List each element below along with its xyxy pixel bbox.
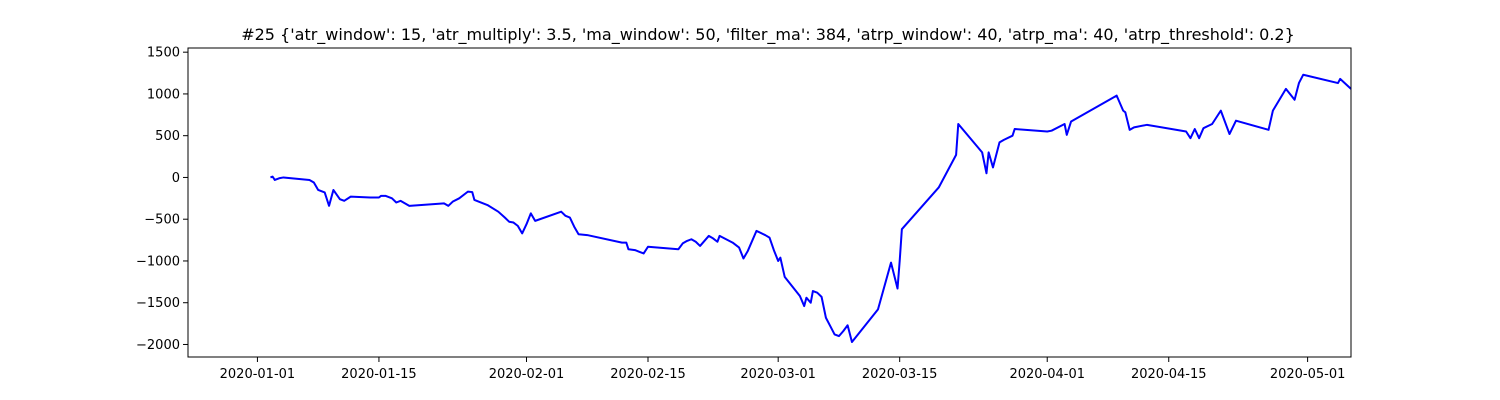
x-tick-label: 2020-03-01 xyxy=(740,367,816,382)
x-tick-label: 2020-04-15 xyxy=(1131,367,1207,382)
y-tick-label: 0 xyxy=(172,171,180,186)
x-tick-label: 2020-02-15 xyxy=(610,367,686,382)
x-tick-label: 2020-04-01 xyxy=(1009,367,1085,382)
y-tick-label: 1000 xyxy=(147,87,180,102)
x-tick-label: 2020-02-01 xyxy=(489,367,565,382)
x-tick-label: 2020-05-01 xyxy=(1270,367,1346,382)
y-tick-label: −2000 xyxy=(136,338,180,353)
y-tick-label: −1500 xyxy=(136,296,180,311)
y-tick-label: 500 xyxy=(155,129,180,144)
x-tick-label: 2020-01-01 xyxy=(220,367,296,382)
y-tick-label: −1000 xyxy=(136,254,180,269)
x-tick-label: 2020-03-15 xyxy=(862,367,938,382)
y-tick-label: −500 xyxy=(144,213,180,228)
x-tick-label: 2020-01-15 xyxy=(341,367,417,382)
y-axis: 1500 1000 500 0 −500 −1000 −1500 −2000 xyxy=(136,46,188,353)
chart-title: #25 {'atr_window': 15, 'atr_multiply': 3… xyxy=(241,25,1295,45)
series-line xyxy=(270,73,1352,343)
plot-area xyxy=(270,73,1352,343)
y-tick-label: 1500 xyxy=(147,46,180,61)
axes-frame xyxy=(187,47,1352,358)
x-axis: 2020-01-01 2020-01-15 2020-02-01 2020-02-15… xyxy=(220,357,1346,382)
